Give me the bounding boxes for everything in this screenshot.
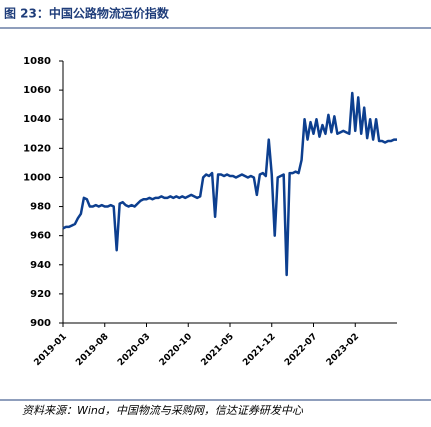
x-tick-label: 2020-03 — [116, 332, 152, 368]
x-tick-label: 2021-12 — [241, 332, 277, 368]
x-tick-label: 2019-08 — [74, 332, 110, 368]
x-tick-label: 2019-01 — [33, 332, 69, 368]
source: 资料来源：Wind，中国物流与采购网，信达证券研发中心 — [22, 404, 304, 417]
line-series — [62, 91, 397, 277]
y-tick-label: 1000 — [23, 172, 51, 183]
x-tick-label: 2020-10 — [158, 332, 194, 368]
y-tick-label: 940 — [30, 260, 51, 271]
x-tick-label: 2021-05 — [200, 332, 236, 368]
y-tick-label: 980 — [30, 202, 51, 213]
x-tick-label: 2022-07 — [283, 332, 319, 368]
y-tick-label: 960 — [30, 231, 51, 242]
y-tick-label: 920 — [30, 289, 51, 300]
x-tick-label: 2023-02 — [325, 332, 361, 368]
y-tick-label: 1040 — [23, 114, 51, 125]
chart-title: 图 23：中国公路物流运价指数 — [4, 6, 170, 21]
y-tick-label: 1060 — [23, 85, 51, 96]
y-tick-label: 1020 — [23, 143, 51, 154]
y-tick-label: 900 — [30, 318, 51, 329]
y-tick-label: 1080 — [23, 56, 51, 67]
